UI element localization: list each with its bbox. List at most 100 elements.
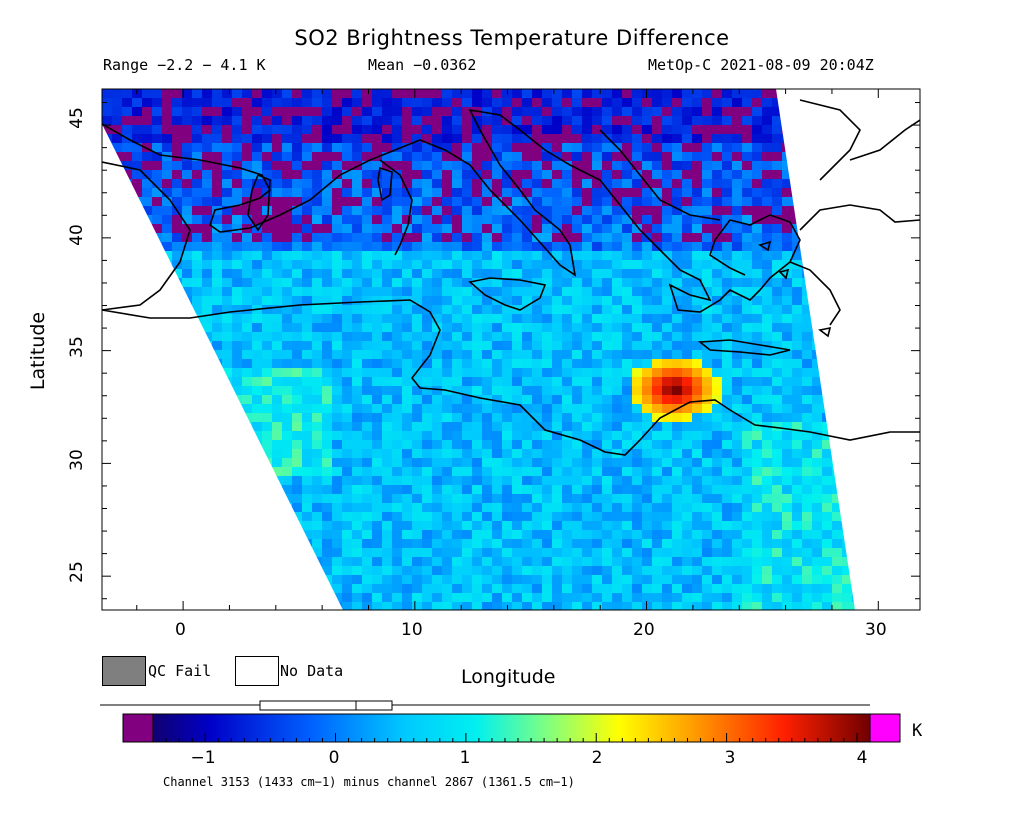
- swath-cell: [322, 197, 332, 206]
- swath-cell: [752, 557, 762, 566]
- swath-cell: [342, 458, 352, 467]
- swath-cell: [562, 188, 572, 197]
- swath-cell: [472, 395, 482, 404]
- swath-cell: [592, 332, 602, 341]
- swath-cell: [702, 188, 712, 197]
- swath-cell: [252, 404, 262, 413]
- swath-cell: [562, 197, 572, 206]
- swath-cell: [442, 341, 452, 350]
- swath-cell: [172, 107, 182, 116]
- swath-cell: [662, 350, 672, 359]
- swath-cell: [752, 296, 762, 305]
- swath-cell: [112, 278, 122, 287]
- swath-cell: [362, 107, 372, 116]
- swath-cell: [572, 521, 582, 530]
- swath-cell: [352, 134, 362, 143]
- swath-cell: [382, 467, 392, 476]
- swath-cell: [232, 224, 242, 233]
- swath-cell: [532, 179, 542, 188]
- swath-cell: [312, 368, 322, 377]
- swath-cell: [742, 251, 752, 260]
- swath-cell: [392, 422, 402, 431]
- swath-cell: [532, 584, 542, 593]
- swath-cell: [292, 332, 302, 341]
- swath-cell: [462, 260, 472, 269]
- swath-cell: [522, 251, 532, 260]
- swath-cell: [192, 125, 202, 134]
- swath-cell: [282, 107, 292, 116]
- swath-cell: [112, 224, 122, 233]
- swath-cell: [262, 440, 272, 449]
- swath-cell: [312, 269, 322, 278]
- swath-cell: [692, 467, 702, 476]
- swath-cell: [822, 359, 832, 368]
- swath-cell: [662, 422, 672, 431]
- swath-cell: [702, 557, 712, 566]
- swath-cell: [732, 260, 742, 269]
- swath-cell: [802, 395, 812, 404]
- swath-cell: [232, 152, 242, 161]
- swath-cell: [612, 116, 622, 125]
- swath-cell: [782, 161, 792, 170]
- swath-cell: [222, 278, 232, 287]
- swath-cell: [762, 224, 772, 233]
- swath-cell: [342, 179, 352, 188]
- swath-cell: [482, 602, 492, 610]
- swath-cell: [652, 548, 662, 557]
- swath-cell: [502, 323, 512, 332]
- coastline-sicily: [468, 277, 547, 311]
- swath-cell: [822, 251, 832, 260]
- swath-cell: [462, 530, 472, 539]
- swath-cell: [182, 359, 192, 368]
- swath-cell: [182, 287, 192, 296]
- swath-cell: [122, 575, 132, 584]
- swath-cell: [152, 260, 162, 269]
- swath-cell: [222, 251, 232, 260]
- swath-cell: [582, 530, 592, 539]
- swath-cell: [302, 242, 312, 251]
- swath-cell: [822, 116, 832, 125]
- swath-cell: [412, 575, 422, 584]
- swath-cell: [462, 152, 472, 161]
- swath-cell: [572, 98, 582, 107]
- swath-cell: [202, 404, 212, 413]
- swath-cell: [582, 503, 592, 512]
- swath-cell: [182, 521, 192, 530]
- swath-cell: [432, 242, 442, 251]
- swath-cell: [852, 224, 855, 233]
- swath-cell: [442, 431, 452, 440]
- swath-cell: [262, 359, 272, 368]
- swath-cell: [882, 422, 892, 431]
- swath-cell: [262, 269, 272, 278]
- swath-cell: [292, 143, 302, 152]
- swath-cell: [452, 278, 462, 287]
- swath-cell: [672, 395, 682, 404]
- swath-cell: [612, 215, 622, 224]
- swath-cell: [372, 503, 382, 512]
- swath-cell: [462, 422, 472, 431]
- swath-cell: [172, 467, 182, 476]
- swath-cell: [772, 296, 782, 305]
- swath-cell: [402, 260, 412, 269]
- swath-cell: [382, 368, 392, 377]
- swath-cell: [242, 431, 252, 440]
- swath-cell: [822, 368, 832, 377]
- swath-cell: [352, 269, 362, 278]
- swath-cell: [462, 332, 472, 341]
- swath-cell: [642, 98, 652, 107]
- swath-cell: [172, 395, 182, 404]
- swath-cell: [832, 395, 842, 404]
- swath-cell: [852, 287, 855, 296]
- swath-cell: [122, 287, 132, 296]
- swath-cell: [392, 134, 402, 143]
- swath-cell: [852, 242, 855, 251]
- swath-cell: [682, 584, 692, 593]
- swath-cell: [682, 521, 692, 530]
- swath-cell: [612, 557, 622, 566]
- swath-cell: [592, 251, 602, 260]
- swath-cell: [322, 287, 332, 296]
- swath-cell: [642, 170, 652, 179]
- swath-cell: [742, 89, 752, 98]
- swath-cell: [422, 143, 432, 152]
- swath-cell: [612, 512, 622, 521]
